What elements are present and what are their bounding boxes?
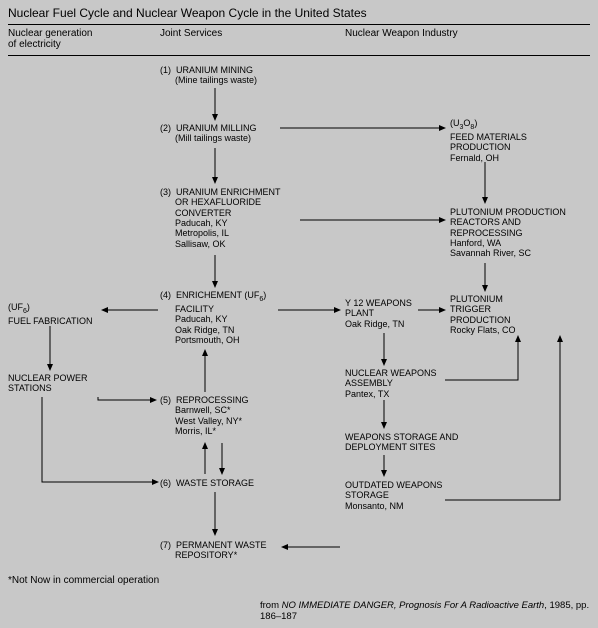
node-n5: (5) REPROCESSING Barnwell, SC* West Vall…	[160, 395, 249, 436]
node-y12: Y 12 WEAPONSPLANTOak Ridge, TN	[345, 298, 412, 329]
col-head-middle: Joint Services	[160, 28, 222, 39]
node-n3: (3) URANIUM ENRICHMENT OR HEXAFLUORIDE C…	[160, 187, 281, 249]
diagram-title: Nuclear Fuel Cycle and Nuclear Weapon Cy…	[8, 6, 367, 20]
node-assy: NUCLEAR WEAPONSASSEMBLYPantex, TX	[345, 368, 437, 399]
node-stor: WEAPONS STORAGE ANDDEPLOYMENT SITES	[345, 432, 458, 453]
node-feed: (U3O8)FEED MATERIALSPRODUCTIONFernald, O…	[450, 118, 527, 163]
col-head-left: Nuclear generationof electricity	[8, 28, 93, 50]
node-plu: PLUTONIUM PRODUCTIONREACTORS ANDREPROCES…	[450, 207, 566, 259]
source-citation: from NO IMMEDIATE DANGER, Prognosis For …	[260, 600, 598, 622]
rule-bottom	[8, 55, 590, 56]
node-nps: NUCLEAR POWERSTATIONS	[8, 373, 88, 394]
node-n2: (2) URANIUM MILLING (Mill tailings waste…	[160, 123, 257, 144]
node-n4: (4) ENRICHEMENT (UF6) FACILITY Paducah, …	[160, 290, 266, 345]
node-n1: (1) URANIUM MINING (Mine tailings waste)	[160, 65, 257, 86]
node-n7: (7) PERMANENT WASTE REPOSITORY*	[160, 540, 267, 561]
col-head-right: Nuclear Weapon Industry	[345, 28, 458, 39]
node-n6: (6) WASTE STORAGE	[160, 478, 254, 488]
node-trig: PLUTONIUMTRIGGERPRODUCTIONRocky Flats, C…	[450, 294, 516, 335]
rule-top	[8, 24, 590, 25]
node-out: OUTDATED WEAPONSSTORAGEMonsanto, NM	[345, 480, 442, 511]
footnote: *Not Now in commercial operation	[8, 575, 159, 586]
node-uf6: (UF6)FUEL FABRICATION	[8, 302, 93, 326]
